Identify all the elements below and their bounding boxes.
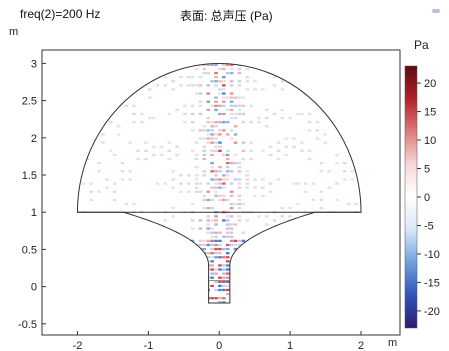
- colorbar: [404, 65, 418, 329]
- colorbar-tick-label: 0: [424, 192, 430, 204]
- y-axis-ticks: 3 2.5 2 1.5 1 0.5 0 -0.5: [18, 58, 46, 331]
- x-tick-label: -2: [73, 340, 83, 351]
- colorbar-ticks: 20 15 10 5 0 -5 -10 -15 -20: [417, 78, 440, 318]
- y-tick-label: 1.5: [22, 170, 37, 182]
- geometry-outline: [76, 62, 362, 304]
- colorbar-tick-label: -15: [424, 277, 440, 289]
- colorbar-unit: Pa: [414, 38, 429, 52]
- colorbar-tick-label: 20: [424, 78, 436, 90]
- parameter-label: freq(2)=200 Hz: [20, 7, 101, 21]
- colorbar-tick-label: -20: [424, 306, 440, 318]
- plot-title: 表面: 总声压 (Pa): [180, 9, 273, 23]
- x-tick-label: 2: [358, 340, 364, 351]
- x-axis-ticks: -2 -1 0 1 2: [73, 331, 364, 351]
- y-tick-label: 3: [31, 58, 37, 70]
- y-tick-label: 2.5: [22, 96, 37, 108]
- colorbar-tick-label: -10: [424, 249, 440, 261]
- y-tick-label: 2: [31, 133, 37, 145]
- colorbar-tick-label: 5: [424, 164, 430, 176]
- x-tick-label: -1: [143, 340, 153, 351]
- colorbar-tick-label: 10: [424, 135, 436, 147]
- y-tick-label: 0.5: [22, 244, 37, 256]
- pressure-field: [77, 63, 362, 304]
- x-axis-unit: m: [388, 337, 398, 349]
- x-tick-label: 0: [216, 340, 222, 351]
- y-tick-label: 1: [31, 207, 37, 219]
- x-tick-label: 1: [287, 340, 293, 351]
- y-tick-label: 0: [31, 282, 37, 294]
- toolbar-dot-icon[interactable]: [432, 9, 440, 13]
- colorbar-tick-label: 15: [424, 107, 436, 119]
- y-tick-label: -0.5: [18, 319, 37, 331]
- colorbar-tick-label: -5: [424, 220, 434, 232]
- plot-frame: [41, 49, 401, 336]
- y-axis-unit: m: [9, 26, 19, 38]
